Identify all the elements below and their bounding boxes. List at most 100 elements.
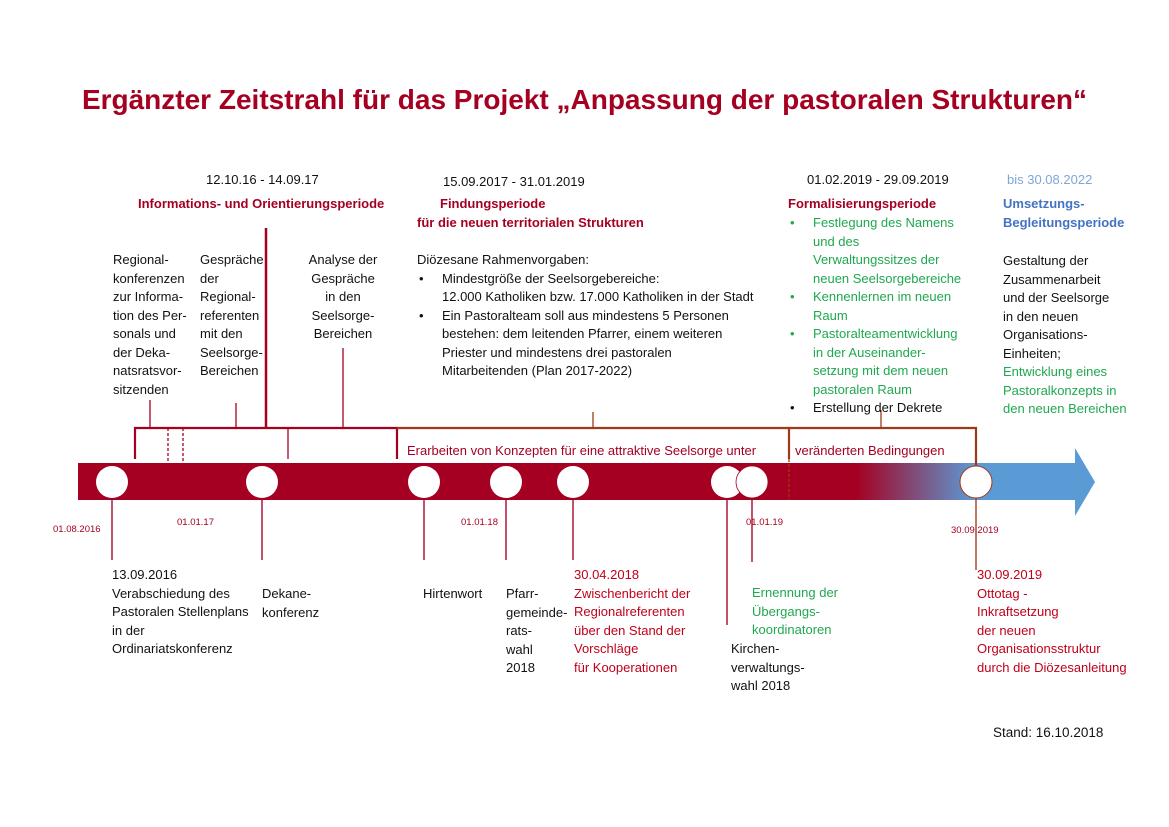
page-title: Ergänzter Zeitstrahl für das Projekt „An… [81,84,1088,115]
bar-label-1: Erarbeiten von Konzepten für eine attrak… [407,443,757,458]
text-line: Ottotag - [977,585,1028,601]
text-line: Raum [813,307,848,323]
text-line: koordinatoren [752,622,832,637]
text-line: Seelsorge- [311,307,375,323]
text-line: Pastoralkonzepts in [1003,382,1117,398]
period3-dates: 01.02.2019 - 29.09.2019 [807,172,949,187]
axis-date: 01.01.19 [746,517,783,528]
text-line: sitzenden [113,381,169,397]
text-line: Pfarr- [506,586,539,601]
text-line: Regional- [200,289,256,304]
text-line: für Kooperationen [574,659,678,675]
text-line: über den Stand der [574,622,686,638]
period4-name-line1: Umsetzungs- [1003,196,1085,211]
axis-date: 01.01.18 [461,517,498,528]
text-line: Kennenlernen im neuen [813,289,952,304]
text-line: verwaltungs- [731,659,805,675]
timeline-arrowhead [1075,448,1095,516]
bullet-item: Mindestgröße der Seelsorgebereiche: 12.00… [417,270,754,307]
item-gespraeche: Gespräche der Regional-referenten mit den Se… [200,251,264,381]
text-line: Übergangs- [752,603,820,619]
text-line: Gestaltung der [1003,253,1089,268]
period3-content: Festlegung des Namens und des Verwaltungss… [788,214,961,418]
text-line: Priester und mindestens drei pastoralen [442,344,672,360]
text-line: Mitarbeitenden (Plan 2017-2022) [442,363,633,378]
text-line: konferenz [262,604,320,620]
text-line: konferenzen [113,270,185,286]
text-line: tion des Per- [113,307,187,323]
text-line: natsratsvor- [113,363,182,378]
period2-name: Findungsperiode [440,196,546,211]
stand-date: Stand: 16.10.2018 [993,725,1104,740]
bar-label-2: veränderten Bedingungen [795,443,945,458]
text-line: Mindestgröße der Seelsorgebereiche: [442,270,660,286]
text-line: Bereichen [200,363,259,378]
text-line: Analyse der [308,252,378,267]
text-line: Verabschiedung des [112,585,230,601]
event-marker [735,465,769,499]
text-line: 2018 [506,660,535,675]
text-line: bestehen: dem leitenden Pfarrer, einem w… [442,326,723,341]
axis-date: 01.01.17 [177,517,214,528]
text-line: Verwaltungssitzes der [813,252,940,267]
text-line: mit den [200,326,243,341]
text-line: sonals und [113,326,176,341]
brackets [133,228,978,500]
axis-date: 30.09.2019 [951,525,999,536]
text-line: Inkraftsetzung [977,604,1059,619]
text-line: Einheiten; [1003,345,1061,361]
text-line: Festlegung des Namens [813,215,954,230]
event-marker [490,466,522,498]
text-line: Ernennung der [752,585,839,600]
text-line: Zwischenbericht der [574,585,691,601]
text-line: neuen Seelsorgebereiche [813,270,962,286]
text-line: Regionalreferenten [574,604,685,619]
text-line: der neuen [977,622,1036,638]
period1-dates: 12.10.16 - 14.09.17 [206,172,319,187]
bullet-item: Festlegung des Namens und des Verwaltungss… [788,214,961,288]
event-kv-wahl: Kirchen-verwaltungs-wahl 2018 [731,640,805,696]
text-line: zur Informa- [113,289,184,304]
bullet-item: Kennenlernen im neuen Raum [788,288,961,325]
text-line: rats- [506,623,532,638]
period4-content: Gestaltung der Zusammenarbeit und der Seel… [1003,252,1127,419]
period4-name-line2: Begleitungsperiode [1003,214,1125,230]
event-marker [711,466,743,498]
text-line: Bereichen [313,326,373,341]
event-marker [246,466,278,498]
text-line: durch die Diözesanleitung [977,659,1127,675]
bullet-item: Pastoralteamentwicklung in der Auseinande… [788,325,961,399]
period1-name: Informations- und Orientierungsperiode [138,196,385,211]
text-line: Entwicklung eines [1003,364,1108,379]
text-line: Ein Pastoralteam soll aus mindestens 5 P… [442,307,729,323]
bullet-item: Erstellung der Dekrete [788,399,961,418]
text-line: Organisationsstruktur [977,641,1101,656]
text-line: der Deka- [113,344,171,360]
period2-content: Diözesane Rahmenvorgaben: Mindestgröße d… [417,251,754,381]
text-line: wahl 2018 [731,678,791,693]
event-marker [408,466,440,498]
bullet-item: Ein Pastoralteam soll aus mindestens 5 P… [417,307,754,381]
rahmenvorgaben-heading: Diözesane Rahmenvorgaben: [417,252,589,267]
text-line: Organisations- [1003,327,1088,342]
text-line: der [200,270,219,286]
event-dekanekonferenz: Dekane-konferenz [262,585,319,622]
text-line: Pastoralteamentwicklung [813,326,958,341]
text-line: in den neuen [1003,308,1079,324]
event-pgr-wahl: Pfarr-gemeinde-rats-wahl 2018 [506,585,567,678]
event-zwischenbericht: 30.04.2018 Zwischenbericht der Regionalref… [574,566,690,677]
event-uebergangskoordinatoren: Ernennung der Übergangs-koordinatoren [752,584,838,640]
text-line: Kirchen- [731,641,780,656]
text-line: und des [813,233,860,249]
text-line: 30.04.2018 [574,567,640,582]
period2-subtitle: für die neuen territorialen Strukturen [417,215,644,230]
text-line: Gespräche [200,252,264,267]
item-analyse: Analyse der Gespräche in den Seelsorge- Bere… [296,251,390,344]
text-line: und der Seelsorge [1003,290,1110,305]
text-line: in der [112,622,145,638]
text-line: Dekane- [262,586,312,601]
text-line: gemeinde- [506,604,568,620]
event-stellenplan: 13.09.2016 Verabschiedung des Pastoralen S… [112,566,249,659]
text-line: setzung mit dem neuen [813,363,949,378]
